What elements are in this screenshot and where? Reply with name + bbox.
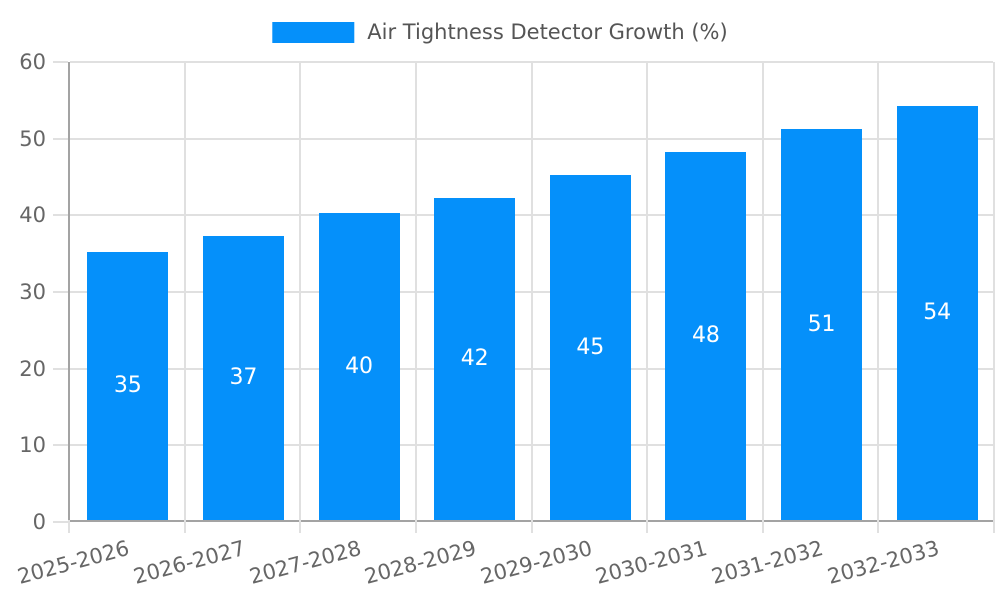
x-tick-label: 2032-2033 <box>824 536 942 589</box>
gridline-vertical <box>877 62 880 520</box>
bar-value-label: 42 <box>460 346 489 371</box>
y-axis-tick <box>53 137 68 140</box>
y-axis-tick <box>53 444 68 447</box>
gridline-vertical <box>993 62 995 520</box>
bar: 45 <box>549 175 631 520</box>
x-axis-tick <box>183 520 186 533</box>
bar: 37 <box>202 236 284 520</box>
bar: 40 <box>318 213 400 520</box>
y-axis-tick <box>53 214 68 217</box>
gridline-vertical <box>646 62 649 520</box>
x-tick-label: 2030-2031 <box>593 536 711 589</box>
y-axis-tick <box>53 521 68 523</box>
legend-swatch-icon <box>272 21 355 43</box>
x-axis-tick <box>646 520 649 533</box>
gridline-vertical <box>761 62 764 520</box>
x-axis-tick <box>68 520 70 533</box>
bar: 35 <box>87 251 169 520</box>
x-tick-label: 2029-2030 <box>477 536 595 589</box>
y-tick-label: 60 <box>19 50 46 74</box>
bar: 54 <box>896 106 978 520</box>
x-tick-label: 2026-2027 <box>130 536 248 589</box>
y-tick-label: 0 <box>32 510 46 534</box>
y-tick-label: 50 <box>19 126 46 151</box>
y-axis-tick <box>53 291 68 293</box>
bar-value-label: 51 <box>807 311 836 337</box>
y-tick-label: 40 <box>19 203 46 228</box>
x-axis-tick <box>530 520 533 533</box>
bar: 42 <box>434 198 516 520</box>
bar: 48 <box>665 152 747 520</box>
bar-value-label: 40 <box>345 353 374 379</box>
legend-label: Air Tightness Detector Growth (%) <box>367 20 728 44</box>
bar-value-label: 35 <box>113 372 142 398</box>
bar: 51 <box>781 129 863 520</box>
y-tick-label: 20 <box>19 356 46 381</box>
x-axis-tick <box>299 520 302 533</box>
x-tick-label: 2028-2029 <box>362 536 479 589</box>
y-tick-label: 10 <box>19 433 46 458</box>
x-axis-tick <box>414 520 417 533</box>
x-tick-label: 2031-2032 <box>708 536 826 589</box>
bar-value-label: 54 <box>923 300 952 325</box>
x-axis-tick <box>877 520 880 533</box>
y-axis-tick <box>53 367 68 370</box>
x-tick-label: 2025-2026 <box>15 536 133 589</box>
bar-value-label: 48 <box>691 323 720 348</box>
y-tick-label: 30 <box>19 280 46 304</box>
x-axis-tick <box>761 520 764 533</box>
gridline-vertical <box>299 62 302 520</box>
x-axis-tick <box>993 520 995 533</box>
gridline-vertical <box>530 62 533 520</box>
plot-area: 0 10 20 30 40 50 60 35 2025-2026 37 2026-2027 40 202… <box>15 50 995 589</box>
gridline-vertical <box>183 62 186 520</box>
y-axis-tick <box>53 61 68 63</box>
gridline-vertical <box>414 62 417 520</box>
bar-value-label: 37 <box>229 365 258 391</box>
x-tick-label: 2027-2028 <box>246 536 364 589</box>
bar-value-label: 45 <box>576 334 605 360</box>
legend: Air Tightness Detector Growth (%) <box>272 20 728 44</box>
